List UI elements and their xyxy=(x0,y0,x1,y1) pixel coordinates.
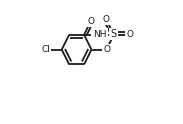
Text: Cl: Cl xyxy=(41,45,50,54)
Text: O: O xyxy=(126,30,133,39)
Text: S: S xyxy=(111,29,117,39)
Text: O: O xyxy=(103,15,110,24)
Text: O: O xyxy=(88,17,95,26)
Text: O: O xyxy=(104,45,111,54)
Text: NH: NH xyxy=(93,30,106,39)
